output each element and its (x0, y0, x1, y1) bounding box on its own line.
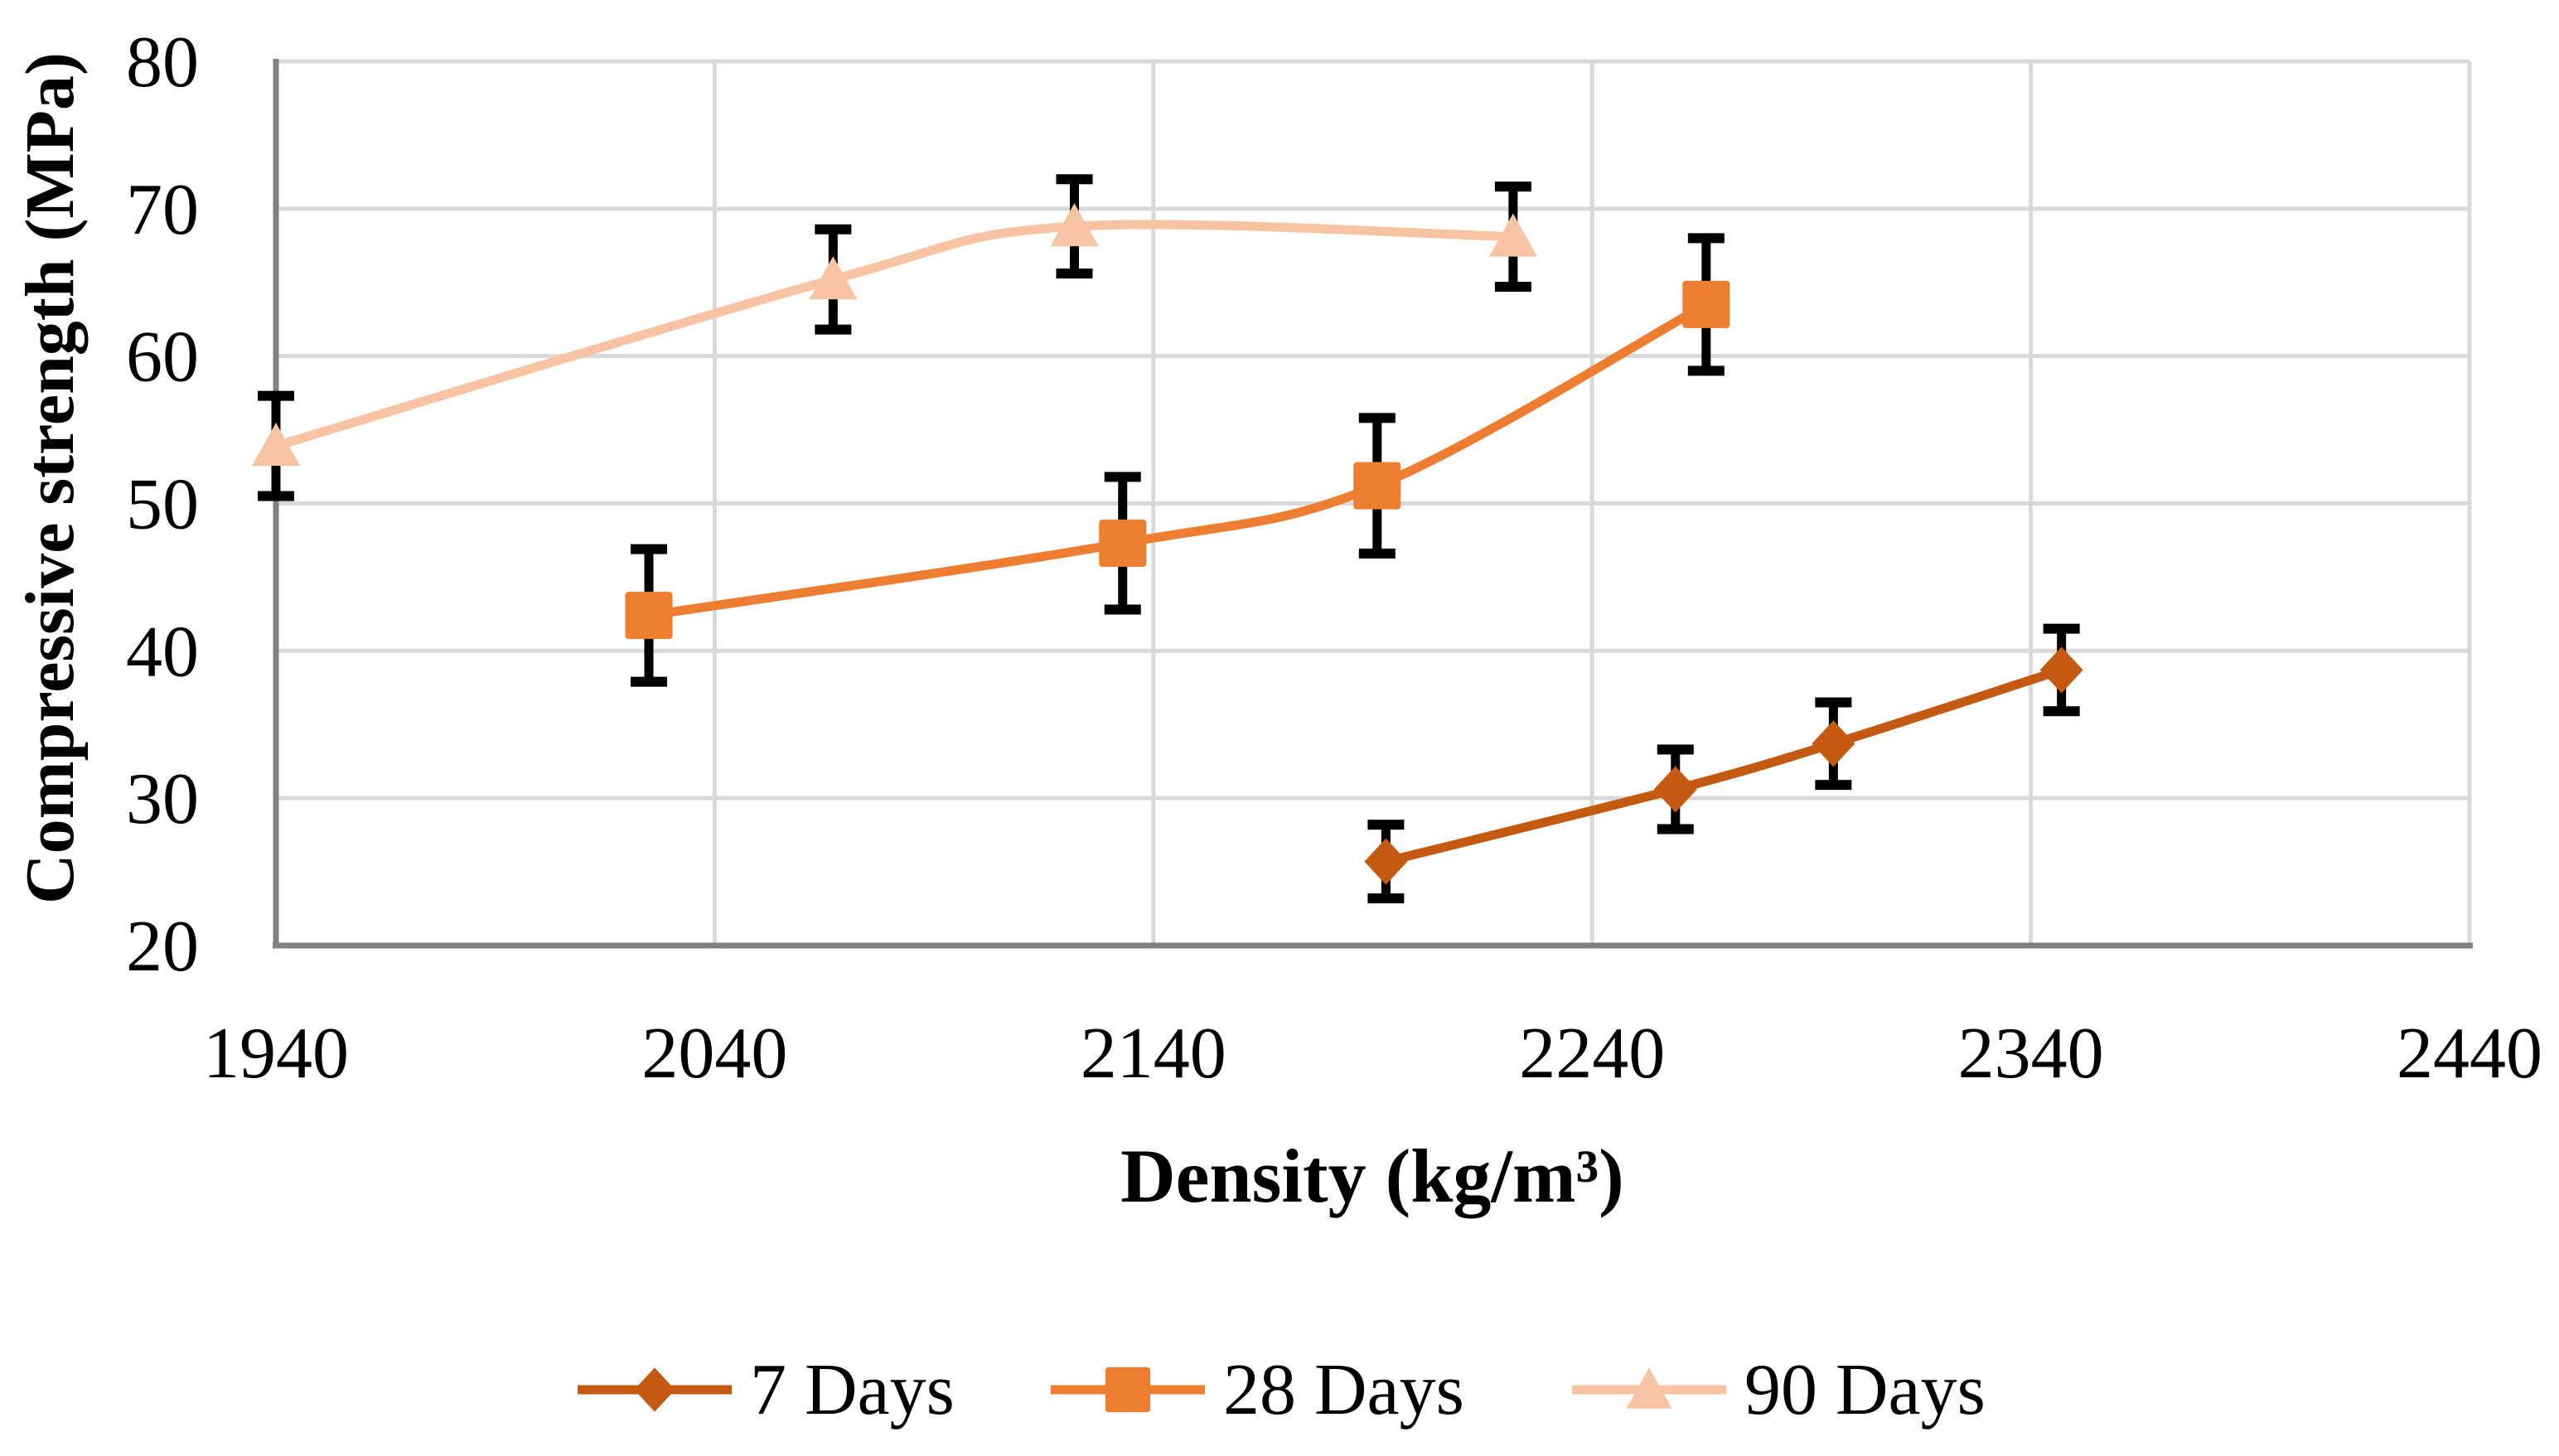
error-bar-cap-bottom (1367, 893, 1405, 904)
error-bar-cap-bottom (258, 491, 294, 501)
marker-square (1682, 280, 1730, 328)
error-bar (1815, 697, 1852, 791)
series-7-days (1364, 623, 2083, 904)
marker-triangle (1626, 1367, 1672, 1409)
y-tick-label: 50 (126, 465, 199, 545)
series-layer (252, 174, 2083, 904)
marker-diamond (634, 1367, 675, 1412)
series-line-28-days (644, 299, 1711, 621)
x-axis-title: Density (kg/m³) (1120, 1134, 1624, 1218)
y-tick-label: 70 (126, 170, 199, 250)
error-bar-cap-bottom (1687, 365, 1725, 376)
error-bar-cap-bottom (1494, 282, 1531, 293)
y-tick-label: 40 (126, 612, 199, 692)
legend-label: 90 Days (1744, 1350, 1986, 1430)
legend: 7 Days 28 Days 90 Days (578, 1350, 1986, 1430)
error-bar-cap-bottom (630, 676, 667, 687)
error-bar-cap-top (1657, 744, 1694, 755)
marker-triangle (1488, 213, 1537, 257)
series-line-90-days (271, 220, 1518, 451)
x-tick-label: 2040 (641, 1013, 787, 1094)
error-bar-cap-top (1104, 472, 1141, 482)
y-tick-label: 60 (126, 317, 199, 398)
marker-diamond (1812, 720, 1855, 767)
marker-square (1353, 462, 1401, 510)
error-bar-cap-top (630, 544, 667, 554)
error-bar-cap-bottom (815, 324, 852, 335)
legend-item-90-days: 90 Days (1572, 1350, 1986, 1430)
legend-label: 7 Days (750, 1350, 955, 1430)
error-bar-cap-bottom (2043, 706, 2080, 717)
marker-square (625, 592, 673, 640)
marker-diamond (1364, 838, 1408, 885)
error-bar-cap-bottom (1104, 604, 1141, 615)
error-bar-cap-bottom (1657, 824, 1694, 834)
marker-triangle (252, 423, 300, 467)
marker-triangle (1050, 203, 1099, 247)
error-bar-cap-bottom (1056, 268, 1093, 279)
axes-layer (273, 59, 2473, 949)
y-tick-label: 20 (126, 907, 199, 987)
error-bar-cap-top (1056, 174, 1093, 185)
legend-item-28-days: 28 Days (1051, 1350, 1464, 1430)
x-tick-label: 2140 (1081, 1013, 1226, 1094)
y-tick-label: 30 (126, 759, 199, 839)
marker-square (1105, 1367, 1151, 1413)
x-tick-label: 1940 (203, 1013, 349, 1094)
gridlines-layer (276, 59, 2472, 946)
legend-item-7-days: 7 Days (578, 1350, 955, 1430)
series-line-7-days (1381, 665, 2067, 867)
y-axis-title: Compressive strength (MPa) (12, 52, 89, 904)
error-bar-cap-top (2043, 623, 2080, 634)
series-90-days (252, 174, 1537, 501)
error-bar-cap-bottom (1358, 548, 1396, 559)
y-tick-label: 80 (126, 22, 199, 103)
x-tick-label: 2240 (1519, 1013, 1665, 1094)
series-28-days (625, 233, 1730, 687)
error-bar-cap-top (1494, 181, 1531, 192)
error-bar-cap-top (1367, 820, 1405, 830)
marker-square (1099, 520, 1147, 568)
legend-label: 28 Days (1223, 1350, 1464, 1430)
marker-triangle (809, 256, 858, 300)
marker-diamond (2039, 646, 2083, 694)
error-bar-cap-top (1358, 413, 1396, 423)
error-bar-cap-bottom (1815, 780, 1852, 791)
error-bar-cap-top (815, 224, 852, 235)
x-tick-label: 2340 (1958, 1013, 2104, 1094)
x-tick-label: 2440 (2397, 1013, 2542, 1094)
error-bar-cap-top (1687, 233, 1725, 244)
error-bar-cap-top (258, 390, 294, 401)
marker-diamond (1653, 766, 1697, 813)
error-bar-cap-top (1815, 697, 1852, 708)
